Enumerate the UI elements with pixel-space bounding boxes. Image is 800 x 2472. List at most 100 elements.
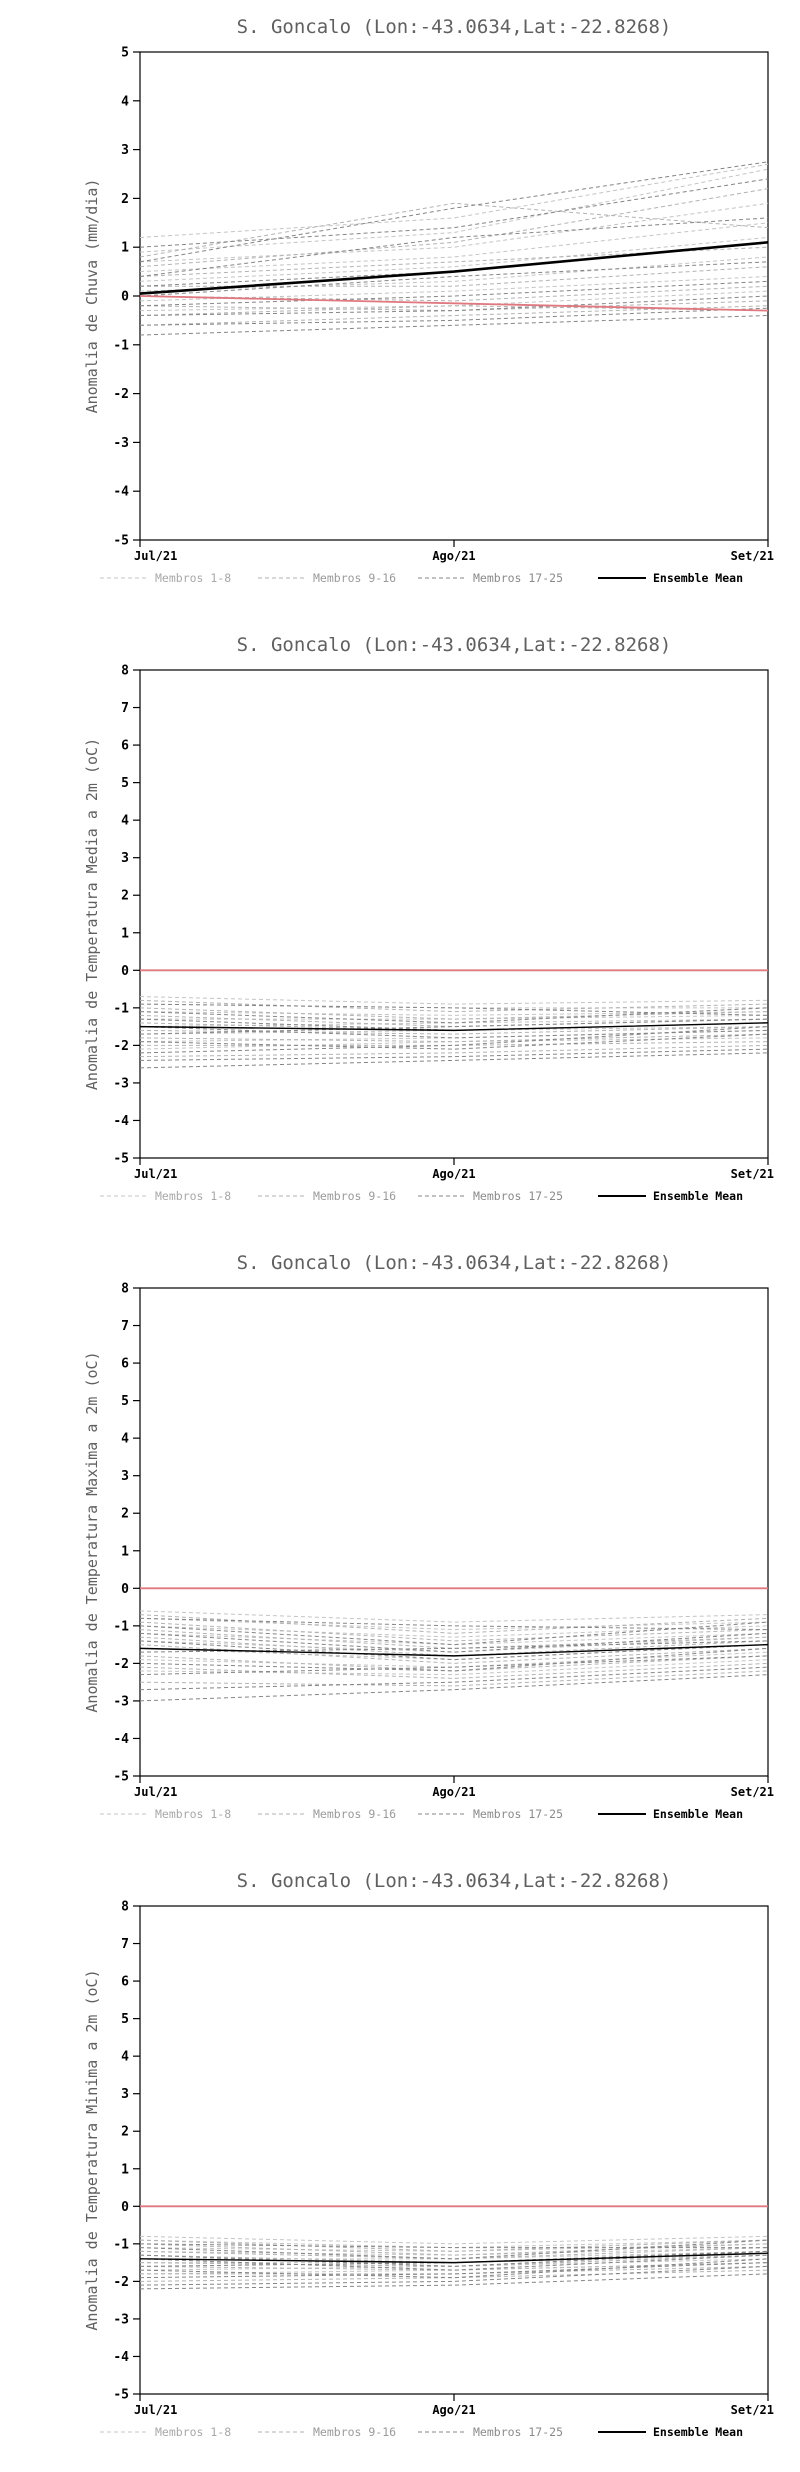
y-tick-label: 3 bbox=[121, 1469, 129, 1484]
y-tick-label: -2 bbox=[113, 387, 129, 402]
y-tick-label: -3 bbox=[113, 2312, 129, 2327]
y-tick-label: -4 bbox=[113, 2350, 129, 2365]
member-line bbox=[139, 161, 769, 263]
member-line bbox=[139, 217, 769, 277]
y-axis-label: Anomalia de Temperatura Media a 2m (oC) bbox=[83, 738, 101, 1090]
y-tick-label: -5 bbox=[113, 1152, 129, 1167]
ensemble-mean-line bbox=[139, 1643, 769, 1657]
member-line bbox=[139, 168, 769, 253]
x-tick-label: Jul/21 bbox=[134, 1167, 177, 1181]
y-tick-label: -1 bbox=[113, 2237, 129, 2252]
legend-label-3: Membros 17-25 bbox=[473, 2425, 563, 2439]
x-tick-label: Jul/21 bbox=[134, 549, 177, 563]
legend-label-3: Membros 17-25 bbox=[473, 1807, 563, 1821]
chart-title: S. Goncalo (Lon:-43.0634,Lat:-22.8268) bbox=[237, 1252, 672, 1274]
y-tick-label: 5 bbox=[121, 2012, 129, 2027]
y-tick-label: 0 bbox=[121, 2200, 129, 2215]
y-tick-label: 2 bbox=[121, 2125, 129, 2140]
y-tick-label: -3 bbox=[113, 436, 129, 451]
y-tick-label: 3 bbox=[121, 2087, 129, 2102]
member-line bbox=[139, 1655, 769, 1672]
y-tick-label: -2 bbox=[113, 1657, 129, 1672]
x-tick-label: Set/21 bbox=[731, 2403, 774, 2417]
reference-line bbox=[139, 295, 769, 312]
y-tick-label: 1 bbox=[121, 1544, 129, 1559]
x-tick-label: Jul/21 bbox=[134, 2403, 177, 2417]
member-line bbox=[139, 163, 769, 238]
y-axis-label: Anomalia de Temperatura Minima a 2m (oC) bbox=[83, 1969, 101, 2330]
legend-label-4: Ensemble Mean bbox=[653, 571, 743, 585]
y-tick-label: -5 bbox=[113, 2388, 129, 2403]
y-tick-label: 4 bbox=[121, 814, 129, 829]
y-tick-label: -5 bbox=[113, 534, 129, 549]
member-line bbox=[139, 202, 769, 263]
y-tick-label: 2 bbox=[121, 192, 129, 207]
y-tick-label: 4 bbox=[121, 94, 129, 109]
y-tick-label: 0 bbox=[121, 1582, 129, 1597]
ensemble-mean-line bbox=[139, 1022, 769, 1032]
x-tick-label: Ago/21 bbox=[432, 1785, 475, 1799]
member-line bbox=[139, 202, 769, 258]
chart-title: S. Goncalo (Lon:-43.0634,Lat:-22.8268) bbox=[237, 634, 672, 656]
y-tick-label: 1 bbox=[121, 926, 129, 941]
y-tick-label: -3 bbox=[113, 1694, 129, 1709]
member-line bbox=[139, 280, 769, 307]
y-tick-label: 0 bbox=[121, 290, 129, 305]
y-tick-label: -5 bbox=[113, 1770, 129, 1785]
y-tick-label: 4 bbox=[121, 1432, 129, 1447]
y-tick-label: -1 bbox=[113, 338, 129, 353]
y-tick-label: -2 bbox=[113, 1039, 129, 1054]
x-tick-label: Jul/21 bbox=[134, 1785, 177, 1799]
y-tick-label: -1 bbox=[113, 1001, 129, 1016]
legend-label-1: Membros 1-8 bbox=[155, 1807, 231, 1821]
ensemble-mean-line bbox=[139, 241, 769, 295]
legend-label-2: Membros 9-16 bbox=[313, 1189, 396, 1203]
chart-title: S. Goncalo (Lon:-43.0634,Lat:-22.8268) bbox=[237, 1870, 672, 1892]
chart-1-svg: S. Goncalo (Lon:-43.0634,Lat:-22.8268) -5… bbox=[83, 16, 774, 585]
y-tick-label: -1 bbox=[113, 1619, 129, 1634]
legend-label-4: Ensemble Mean bbox=[653, 1807, 743, 1821]
y-axis-label: Anomalia de Chuva (mm/dia) bbox=[83, 179, 101, 414]
x-tick-label: Ago/21 bbox=[432, 549, 475, 563]
y-tick-label: 6 bbox=[121, 1975, 129, 1990]
y-tick-label: 6 bbox=[121, 739, 129, 754]
x-tick-label: Ago/21 bbox=[432, 1167, 475, 1181]
y-tick-label: 2 bbox=[121, 1507, 129, 1522]
legend-label-3: Membros 17-25 bbox=[473, 571, 563, 585]
y-tick-label: 6 bbox=[121, 1357, 129, 1372]
legend-label-4: Ensemble Mean bbox=[653, 1189, 743, 1203]
legend-label-2: Membros 9-16 bbox=[313, 2425, 396, 2439]
y-tick-label: -4 bbox=[113, 1732, 129, 1747]
member-line bbox=[139, 2269, 769, 2282]
chart-3-svg: S. Goncalo (Lon:-43.0634,Lat:-22.8268) -5… bbox=[83, 1252, 774, 1821]
x-tick-label: Set/21 bbox=[731, 549, 774, 563]
legend-label-1: Membros 1-8 bbox=[155, 571, 231, 585]
chart-2-svg: S. Goncalo (Lon:-43.0634,Lat:-22.8268) -5… bbox=[83, 634, 774, 1203]
y-tick-label: 8 bbox=[121, 1282, 129, 1297]
legend-label-1: Membros 1-8 bbox=[155, 2425, 231, 2439]
member-line bbox=[139, 188, 769, 268]
y-tick-label: 7 bbox=[121, 1319, 129, 1334]
y-tick-label: 5 bbox=[121, 776, 129, 791]
legend-label-2: Membros 9-16 bbox=[313, 1807, 396, 1821]
member-line bbox=[139, 1670, 769, 1687]
y-tick-label: -4 bbox=[113, 485, 129, 500]
member-line bbox=[139, 996, 769, 1005]
y-tick-label: -4 bbox=[113, 1114, 129, 1129]
y-tick-label: 7 bbox=[121, 1937, 129, 1952]
member-line bbox=[139, 178, 769, 248]
y-tick-label: -3 bbox=[113, 1076, 129, 1091]
legend-label-3: Membros 17-25 bbox=[473, 1189, 563, 1203]
x-tick-label: Set/21 bbox=[731, 1167, 774, 1181]
y-tick-label: 5 bbox=[121, 1394, 129, 1409]
chart-4-svg: S. Goncalo (Lon:-43.0634,Lat:-22.8268) -5… bbox=[83, 1870, 774, 2439]
legend-label-1: Membros 1-8 bbox=[155, 1189, 231, 1203]
legend-label-4: Ensemble Mean bbox=[653, 2425, 743, 2439]
y-tick-label: 1 bbox=[121, 241, 129, 256]
ensemble-mean-line bbox=[139, 2252, 769, 2264]
plot-box bbox=[139, 1287, 769, 1777]
y-tick-label: -2 bbox=[113, 2275, 129, 2290]
y-tick-label: 0 bbox=[121, 964, 129, 979]
chart-title: S. Goncalo (Lon:-43.0634,Lat:-22.8268) bbox=[237, 16, 672, 38]
